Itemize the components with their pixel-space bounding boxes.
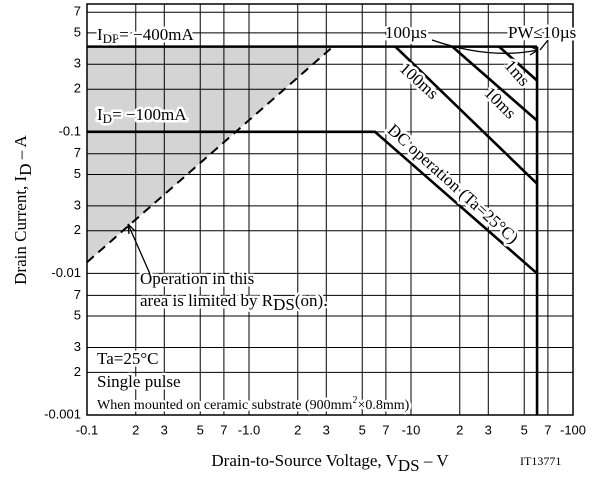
y-tick-label: 5 xyxy=(74,307,81,322)
plot-frame xyxy=(86,3,574,416)
x-tick-label: 7 xyxy=(220,422,227,437)
annotation: When mounted on ceramic substrate (900mm… xyxy=(97,395,410,413)
annotation: Operation in this xyxy=(140,269,254,288)
annotation: Single pulse xyxy=(97,372,181,391)
series-label: DC operation (Ta=25°C) xyxy=(384,120,522,247)
y-tick-label: 5 xyxy=(74,166,81,181)
series-label: 100ms xyxy=(396,59,442,103)
arrow xyxy=(539,39,549,51)
y-tick-label: 3 xyxy=(74,56,81,71)
limit-line xyxy=(394,45,538,185)
annotation: ID= −100mA xyxy=(97,105,187,126)
x-tick-label: 5 xyxy=(359,422,366,437)
annotation: Ta=25°C xyxy=(97,349,158,368)
annotation: PW≤10µs xyxy=(508,23,576,42)
limit-line xyxy=(86,45,334,263)
x-tick-label: -100 xyxy=(560,422,586,437)
limit-line xyxy=(451,45,538,122)
x-tick-label: 3 xyxy=(485,422,492,437)
x-tick-label: 7 xyxy=(382,422,389,437)
x-tick-label: -1.0 xyxy=(238,422,260,437)
y-tick-label: -0.1 xyxy=(59,123,81,138)
x-tick-label: 2 xyxy=(456,422,463,437)
annotation: 100µs xyxy=(385,23,427,42)
annotation: IDP= −400mA xyxy=(97,25,194,46)
x-tick-label: -0.1 xyxy=(76,422,98,437)
y-tick-label: 7 xyxy=(74,145,81,160)
x-tick-label: 3 xyxy=(323,422,330,437)
x-axis-label: Drain-to-Source Voltage, VDS – V xyxy=(211,451,449,475)
limit-line xyxy=(498,45,538,82)
y-tick-label: 2 xyxy=(74,222,81,237)
y-tick-label: -0.01 xyxy=(51,265,81,280)
x-tick-label: 3 xyxy=(161,422,168,437)
x-tick-label: -10 xyxy=(402,422,421,437)
x-tick-label: 7 xyxy=(544,422,551,437)
x-tick-label: 2 xyxy=(132,422,139,437)
y-tick-label: 2 xyxy=(74,81,81,96)
x-tick-label: 2 xyxy=(294,422,301,437)
y-tick-label: 3 xyxy=(74,197,81,212)
annotation: area is limited by RDS(on). xyxy=(140,291,327,314)
y-tick-label: 7 xyxy=(74,287,81,302)
y-tick-label: 7 xyxy=(74,4,81,19)
arrow xyxy=(127,223,151,275)
limit-line xyxy=(87,130,538,275)
annotations: IDP= −400mA ID= −100mA 100µs PW≤10µs Ope… xyxy=(95,20,579,468)
x-tick-label: 5 xyxy=(197,422,204,437)
y-tick-label: 2 xyxy=(74,364,81,379)
y-tick-label: 3 xyxy=(74,339,81,354)
figure-id: IT13771 xyxy=(520,454,561,468)
y-axis-label: Drain Current, ID – A xyxy=(11,134,35,284)
y-tick-label: 5 xyxy=(74,24,81,39)
arrow xyxy=(431,39,539,56)
series-label: 1ms xyxy=(501,56,534,90)
y-tick-label: -0.001 xyxy=(44,406,81,421)
x-tick-label: 5 xyxy=(521,422,528,437)
